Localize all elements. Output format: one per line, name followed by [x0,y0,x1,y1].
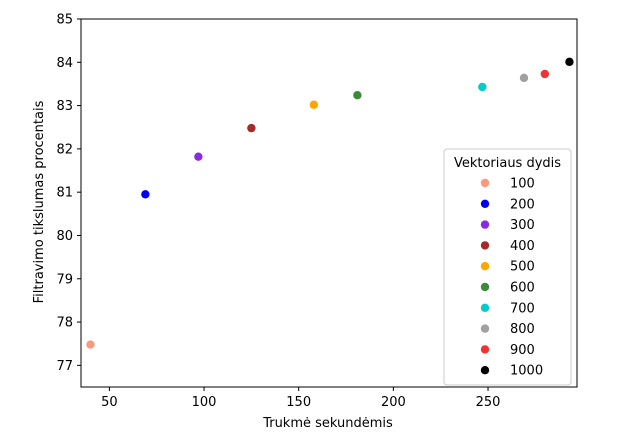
legend-label-900: 900 [510,343,535,358]
x-tick-label: 200 [381,395,406,410]
legend-marker-300 [480,220,490,229]
legend-label-400: 400 [510,239,535,254]
data-point-100 [86,340,95,349]
legend-label-100: 100 [510,177,535,192]
legend-marker-700 [480,303,490,312]
y-tick-label: 82 [56,142,73,157]
plot-area: 50 100 150 200 250 77 78 79 80 81 82 83 84 85 [56,13,578,410]
y-axis-label: Filtravimo tikslumas procentais [32,100,47,303]
plot-frame [80,18,578,388]
y-tick-label: 81 [56,186,73,201]
legend-marker-800 [480,324,490,333]
x-tick-label: 250 [476,395,501,410]
legend-label-700: 700 [510,301,535,316]
legend-marker-1000 [480,366,490,375]
legend-box [443,148,572,386]
y-tick-label: 80 [56,229,73,244]
legend-title: Vektoriaus dydis [454,156,561,171]
data-point-800 [519,73,529,83]
y-tick-label: 77 [56,359,73,374]
legend-marker-200 [480,199,490,208]
x-axis-label: Trukmė sekundėmis [262,416,393,431]
legend-marker-500 [480,262,490,271]
legend-label-500: 500 [510,260,535,275]
data-point-200 [141,190,150,199]
y-tick-label: 78 [56,316,73,331]
legend-marker-900 [480,345,490,354]
x-tick-label: 50 [101,395,118,410]
data-point-700 [478,82,487,92]
x-tick-label: 150 [286,395,311,410]
y-tick-label: 79 [56,272,73,287]
y-tick-label: 84 [56,56,73,71]
data-point-1000 [565,57,574,67]
legend-label-1000: 1000 [510,364,543,379]
data-point-500 [309,100,319,109]
legend-label-300: 300 [510,218,535,233]
legend-marker-400 [480,241,490,250]
legend-marker-600 [480,282,490,292]
y-tick-label: 83 [56,99,73,114]
y-tick-label: 85 [56,13,73,28]
legend-marker-100 [480,178,490,188]
legend: Vektoriaus dydis 100 200 300 400 500 600 700 800… [443,148,572,386]
data-point-600 [353,90,362,100]
data-point-900 [540,69,550,79]
data-point-300 [194,152,203,161]
legend-label-600: 600 [510,281,535,296]
legend-label-200: 200 [510,197,535,212]
x-tick-label: 100 [192,395,217,410]
legend-label-800: 800 [510,322,535,337]
data-point-400 [247,123,256,133]
